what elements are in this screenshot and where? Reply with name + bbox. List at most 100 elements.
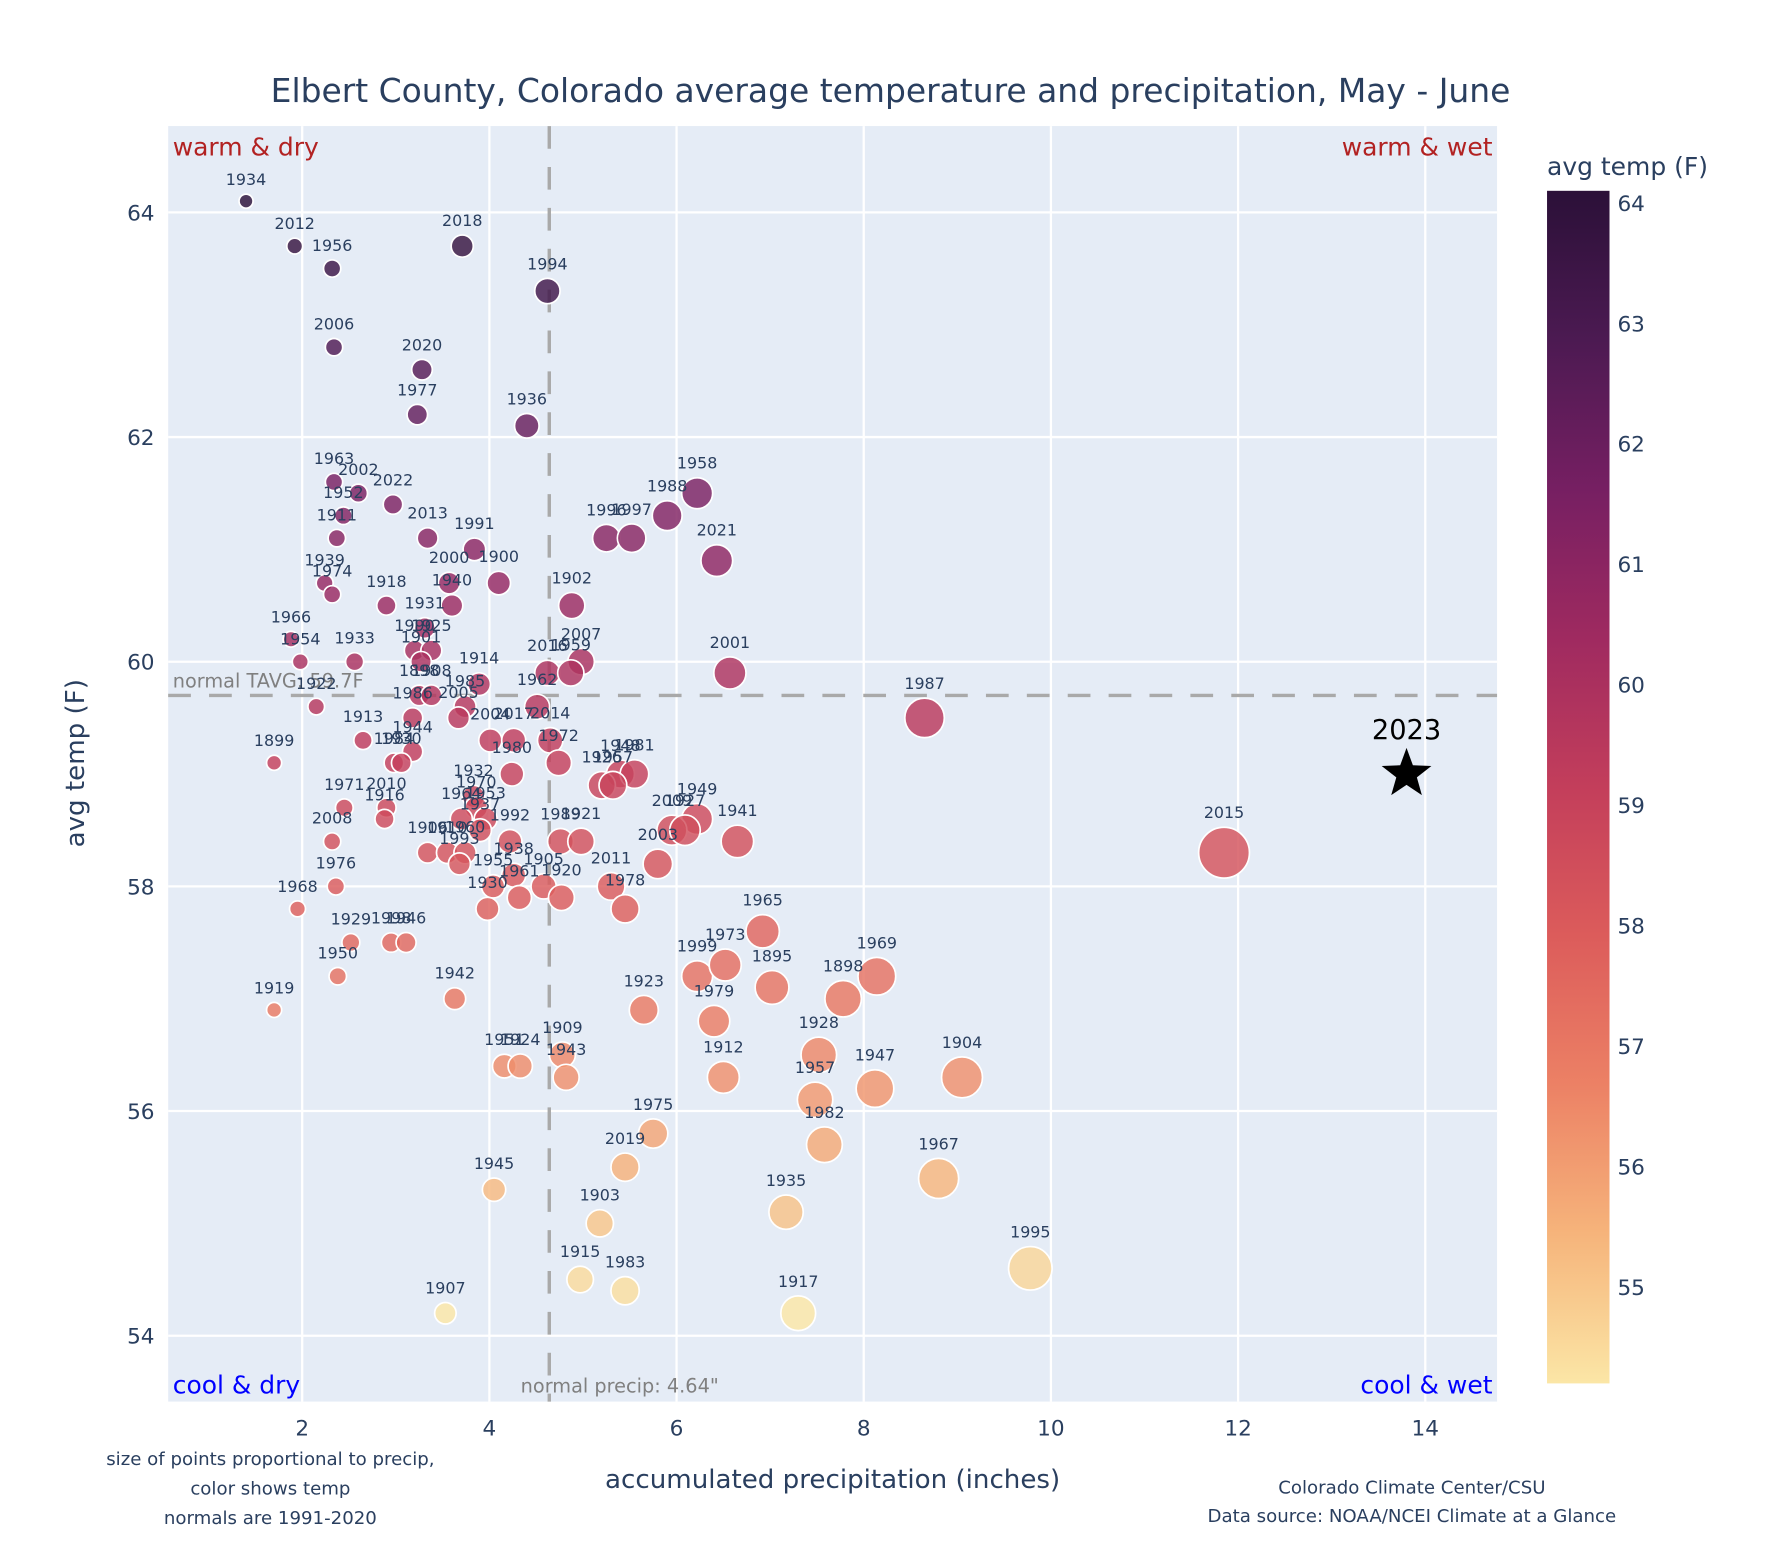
data-point[interactable] (486, 570, 512, 596)
data-point[interactable] (498, 761, 525, 787)
data-point[interactable] (857, 956, 897, 996)
data-point[interactable] (410, 358, 434, 381)
data-point[interactable] (547, 883, 576, 912)
data-point[interactable] (566, 827, 596, 856)
data-point[interactable] (610, 1152, 641, 1183)
data-point[interactable] (720, 824, 755, 859)
data-point[interactable] (668, 814, 702, 847)
data-point[interactable] (712, 655, 747, 690)
data-point[interactable] (450, 234, 475, 259)
data-point[interactable] (475, 896, 500, 922)
data-point[interactable] (374, 808, 396, 830)
data-point[interactable] (265, 1001, 283, 1019)
data-point[interactable] (591, 523, 622, 553)
data-point[interactable] (333, 505, 354, 526)
data-point[interactable] (598, 770, 628, 801)
data-point[interactable] (596, 871, 626, 902)
data-point[interactable] (556, 658, 585, 687)
data-point[interactable] (680, 476, 714, 510)
data-point[interactable] (291, 652, 310, 671)
data-point[interactable] (326, 876, 346, 896)
data-point[interactable] (513, 412, 540, 439)
data-point[interactable] (497, 828, 523, 855)
data-point[interactable] (324, 337, 344, 357)
data-point[interactable] (533, 277, 561, 305)
data-point[interactable] (628, 994, 660, 1026)
data-point[interactable] (610, 893, 641, 924)
data-point[interactable] (348, 483, 369, 504)
data-point[interactable] (466, 671, 492, 697)
data-point[interactable] (745, 913, 781, 949)
data-point[interactable] (1007, 1245, 1053, 1291)
data-point[interactable] (382, 493, 404, 516)
data-point[interactable] (416, 841, 439, 864)
data-point[interactable] (481, 1177, 507, 1203)
data-point[interactable] (507, 1053, 534, 1080)
data-point[interactable] (917, 1157, 960, 1200)
data-point[interactable] (706, 1060, 741, 1095)
data-point[interactable] (334, 798, 355, 818)
data-point[interactable] (754, 969, 790, 1006)
data-point[interactable] (824, 979, 863, 1018)
data-point[interactable] (265, 754, 283, 772)
data-point[interactable] (409, 650, 433, 673)
data-point[interactable] (282, 630, 300, 648)
data-point[interactable] (1197, 826, 1251, 879)
data-point[interactable] (467, 817, 493, 843)
data-point[interactable] (307, 697, 326, 716)
data-point[interactable] (800, 1036, 838, 1074)
data-point[interactable] (413, 616, 437, 640)
data-point[interactable] (238, 193, 254, 210)
data-point[interactable] (768, 1194, 805, 1231)
data-point[interactable] (523, 693, 551, 720)
data-point[interactable] (322, 831, 342, 851)
data-point[interactable] (544, 749, 573, 777)
data-point[interactable] (566, 1265, 595, 1294)
data-point[interactable] (416, 526, 439, 550)
data-point[interactable] (552, 1063, 581, 1092)
data-point[interactable] (344, 651, 365, 672)
data-point[interactable] (779, 1294, 817, 1332)
data-point[interactable] (585, 1208, 615, 1238)
data-point[interactable] (327, 528, 347, 548)
data-point[interactable] (506, 884, 533, 911)
data-point[interactable] (940, 1056, 984, 1099)
data-point[interactable] (446, 706, 471, 730)
data-point[interactable] (420, 684, 443, 707)
data-point[interactable] (637, 1117, 669, 1150)
data-point[interactable] (449, 807, 474, 831)
data-point[interactable] (390, 752, 413, 774)
data-point[interactable] (328, 966, 348, 986)
data-point[interactable] (341, 932, 361, 953)
colorbar-title: avg temp (F) (1547, 152, 1708, 181)
data-point[interactable] (433, 1301, 458, 1325)
data-point[interactable] (440, 593, 464, 618)
data-point[interactable] (642, 848, 674, 880)
data-point[interactable] (903, 697, 946, 739)
data-point[interactable] (708, 948, 743, 982)
data-point[interactable] (285, 237, 304, 255)
data-point[interactable] (442, 986, 467, 1011)
data-point[interactable] (500, 727, 527, 754)
data-point[interactable] (557, 591, 586, 620)
data-point[interactable] (322, 259, 342, 279)
data-point[interactable] (700, 543, 734, 578)
data-point[interactable] (651, 499, 683, 532)
data-point[interactable] (395, 931, 417, 954)
data-point[interactable] (447, 852, 472, 876)
data-point[interactable] (322, 584, 342, 604)
data-point[interactable] (796, 1081, 834, 1119)
data-point[interactable] (462, 537, 487, 562)
data-point[interactable] (375, 595, 397, 617)
data-point[interactable] (288, 900, 307, 918)
data-point[interactable] (855, 1068, 895, 1109)
data-point[interactable] (610, 1275, 641, 1306)
data-point[interactable] (406, 403, 429, 426)
data-point[interactable] (805, 1126, 844, 1164)
data-point[interactable] (697, 1004, 731, 1038)
data-point[interactable] (352, 730, 374, 751)
data-point[interactable] (324, 472, 344, 492)
data-point[interactable] (401, 706, 424, 729)
data-point[interactable] (437, 571, 461, 595)
data-point[interactable] (616, 523, 647, 554)
